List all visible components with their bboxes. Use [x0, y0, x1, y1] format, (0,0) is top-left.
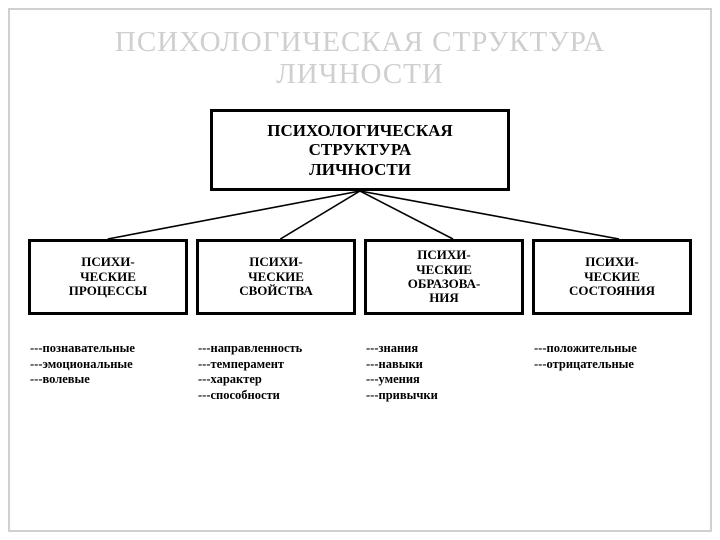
child-col-3: ПСИХИ- ЧЕСКИЕ СОСТОЯНИЯ ---положительные…	[532, 239, 692, 404]
slide-frame: ПСИХОЛОГИЧЕСКАЯ СТРУКТУРА ЛИЧНОСТИ ПСИХО…	[8, 8, 712, 532]
children-row: ПСИХИ- ЧЕСКИЕ ПРОЦЕССЫ ---познавательные…	[28, 239, 692, 404]
child-items-1: ---направленность ---темперамент ---хара…	[196, 341, 356, 404]
connector-area	[28, 191, 692, 239]
child-items-0: ---познавательные ---эмоциональные ---во…	[28, 341, 188, 388]
child-col-1: ПСИХИ- ЧЕСКИЕ СВОЙСТВА ---направленность…	[196, 239, 356, 404]
child-items-3: ---положительные ---отрицательные	[532, 341, 692, 372]
root-node: ПСИХОЛОГИЧЕСКАЯ СТРУКТУРА ЛИЧНОСТИ	[210, 109, 510, 191]
child-items-2: ---знания ---навыки ---умения ---привычк…	[364, 341, 524, 404]
child-node-2: ПСИХИ- ЧЕСКИЕ ОБРАЗОВА- НИЯ	[364, 239, 524, 315]
child-col-2: ПСИХИ- ЧЕСКИЕ ОБРАЗОВА- НИЯ ---знания --…	[364, 239, 524, 404]
child-node-1: ПСИХИ- ЧЕСКИЕ СВОЙСТВА	[196, 239, 356, 315]
slide-title: ПСИХОЛОГИЧЕСКАЯ СТРУКТУРА ЛИЧНОСТИ	[28, 26, 692, 91]
child-node-3: ПСИХИ- ЧЕСКИЕ СОСТОЯНИЯ	[532, 239, 692, 315]
connector-lines	[28, 191, 692, 239]
child-node-0: ПСИХИ- ЧЕСКИЕ ПРОЦЕССЫ	[28, 239, 188, 315]
child-col-0: ПСИХИ- ЧЕСКИЕ ПРОЦЕССЫ ---познавательные…	[28, 239, 188, 404]
